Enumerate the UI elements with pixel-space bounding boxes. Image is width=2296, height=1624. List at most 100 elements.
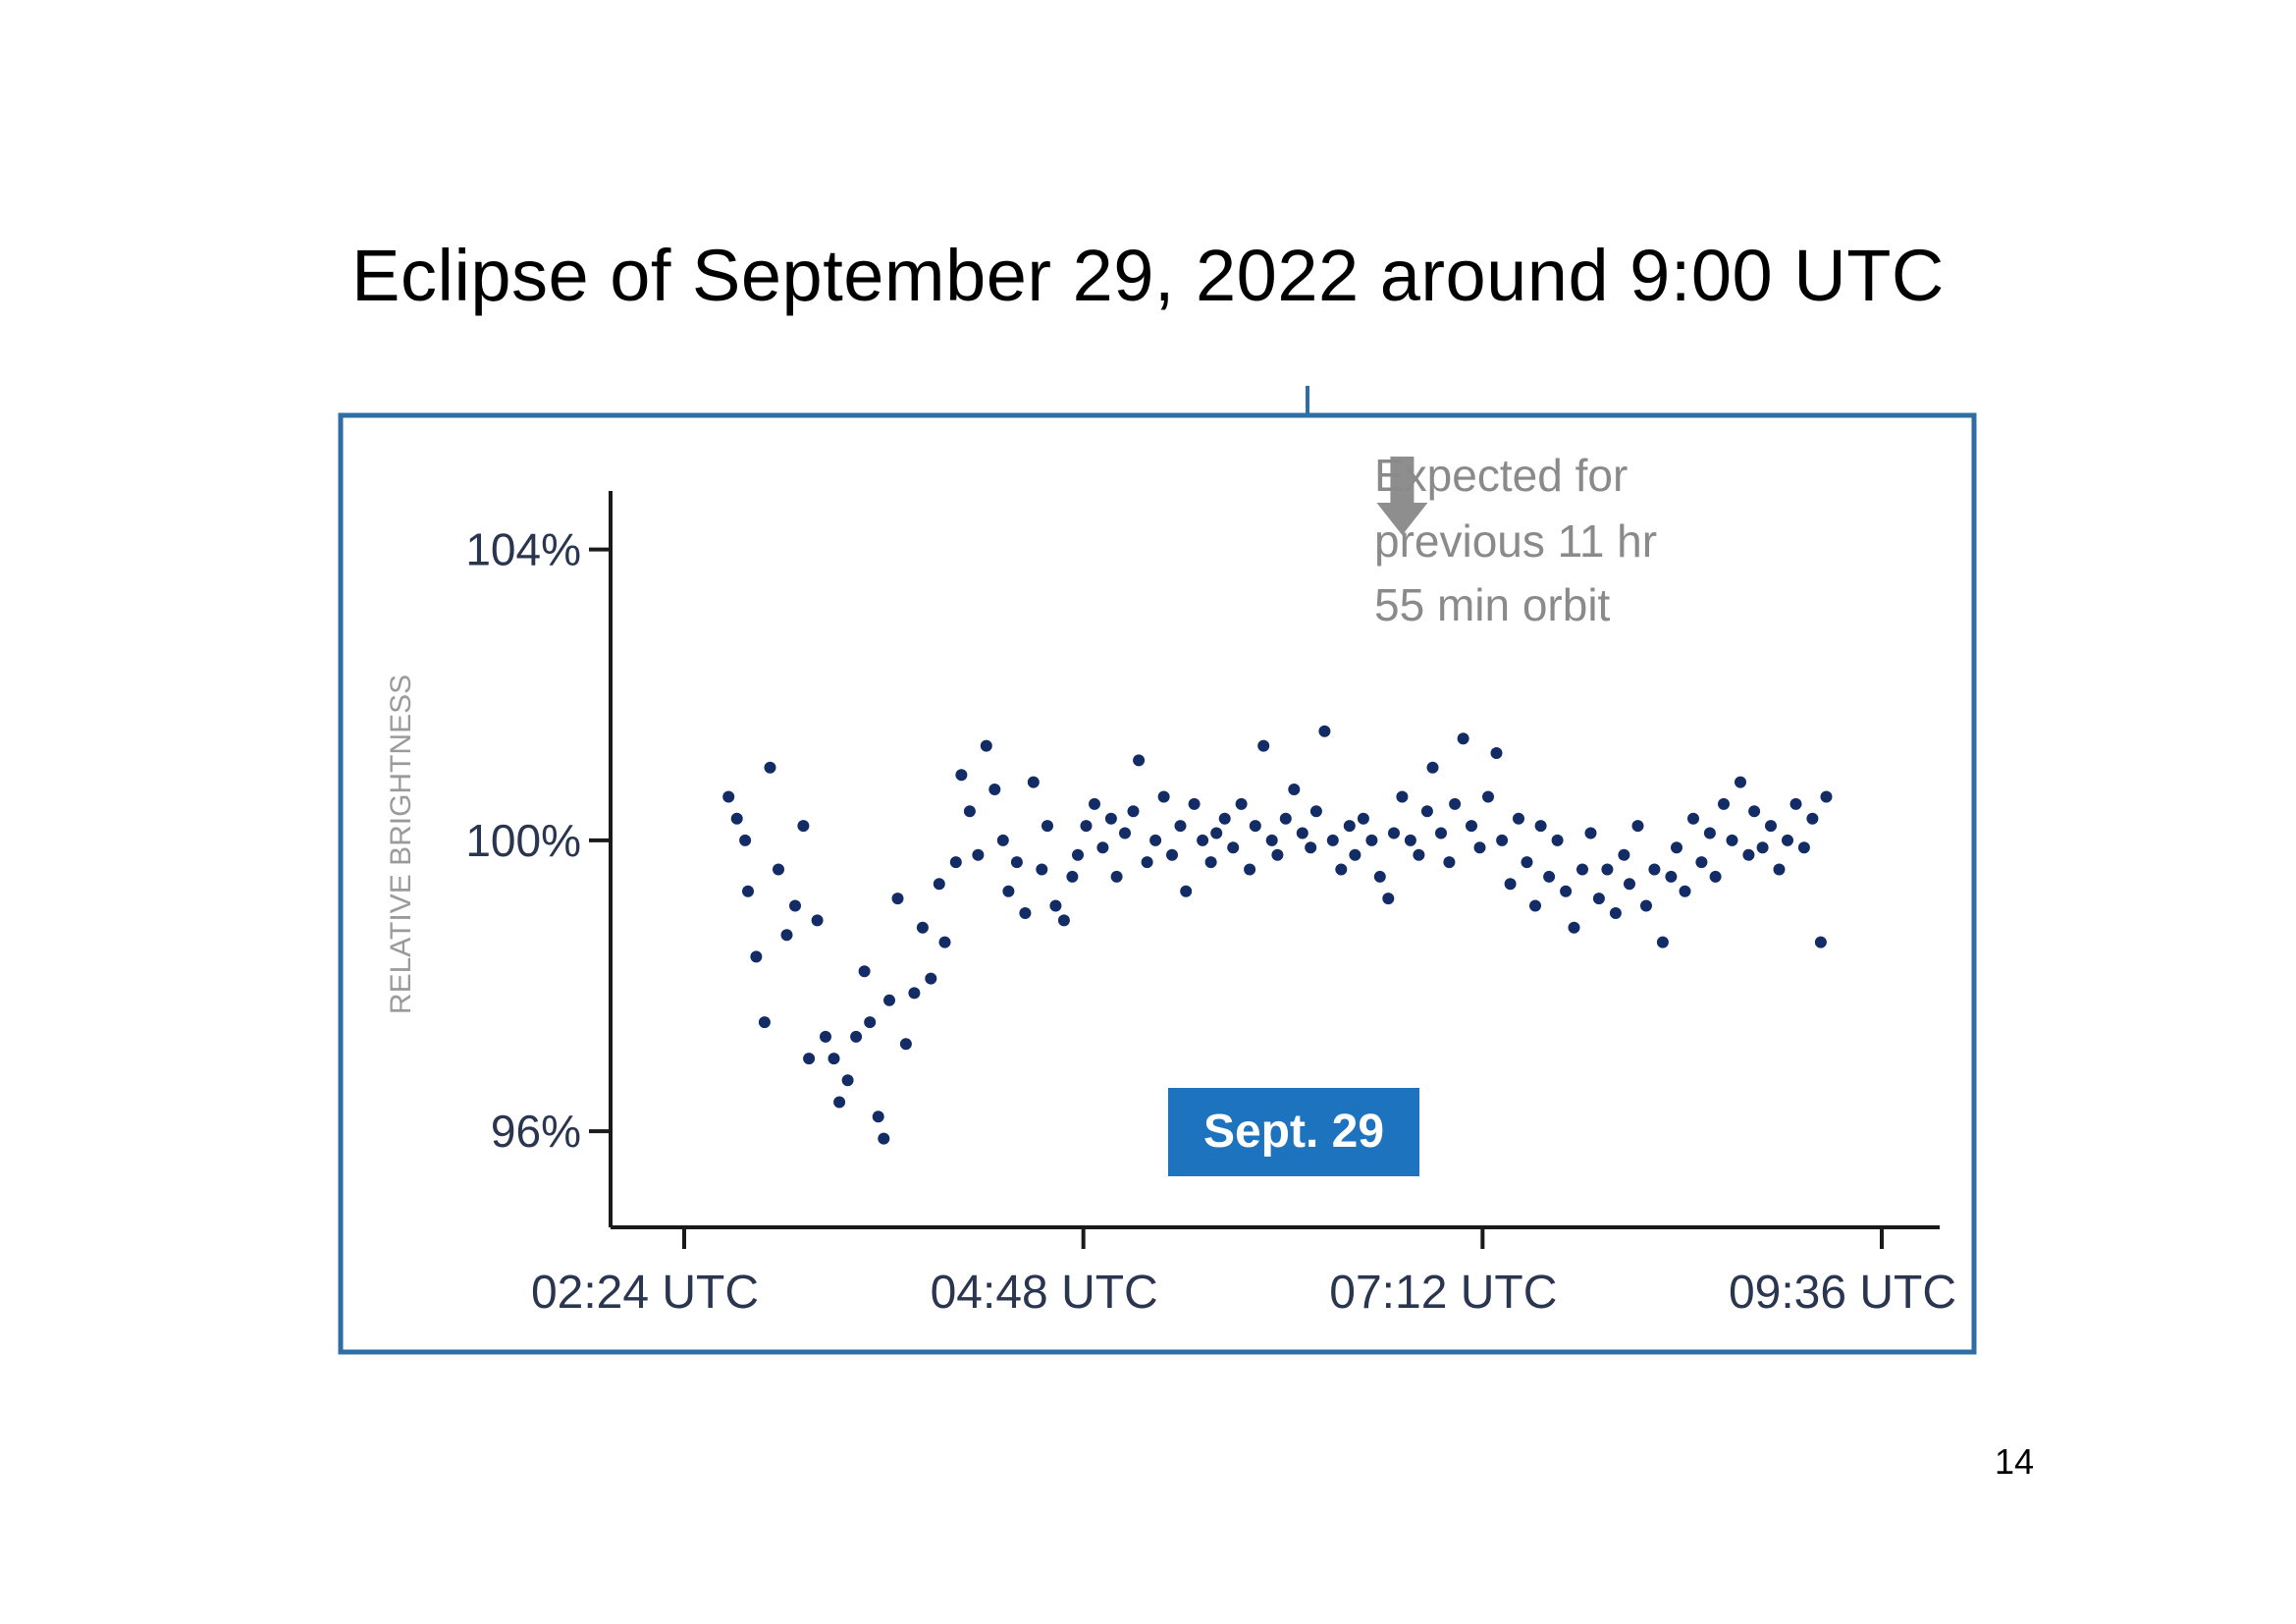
data-point — [972, 848, 985, 861]
data-point — [833, 1096, 846, 1109]
data-point — [1756, 841, 1769, 854]
data-point — [1449, 797, 1462, 810]
data-point — [1388, 827, 1400, 839]
data-point — [1141, 856, 1153, 869]
data-point — [750, 950, 763, 963]
data-point — [1640, 899, 1652, 912]
data-point — [730, 812, 743, 825]
data-point — [1466, 820, 1477, 833]
y-axis-title: RELATIVE BRIGHTNESS — [385, 675, 417, 1014]
data-point — [1166, 848, 1178, 861]
data-point — [1149, 834, 1162, 846]
data-point — [1041, 820, 1053, 833]
data-point — [1806, 812, 1819, 825]
data-point — [1227, 841, 1240, 854]
data-point — [1365, 834, 1378, 846]
data-point — [1765, 820, 1777, 833]
data-point — [1357, 812, 1369, 825]
data-point — [858, 965, 871, 978]
data-point — [1671, 841, 1682, 854]
data-point — [1089, 797, 1100, 810]
data-point — [1119, 827, 1131, 839]
data-point — [1820, 790, 1833, 803]
data-point — [1789, 797, 1802, 810]
y-axis-ticks: 96% 100% 104% — [465, 524, 611, 1157]
data-point — [1080, 820, 1093, 833]
data-point — [1382, 893, 1395, 905]
date-badge-label: Sept. 29 — [1203, 1106, 1384, 1158]
data-point — [1057, 914, 1070, 927]
data-point — [1592, 893, 1605, 905]
data-point — [811, 914, 824, 927]
data-point — [841, 1074, 854, 1087]
data-point — [1218, 812, 1231, 825]
page-number: 14 — [1994, 1441, 2034, 1482]
data-point — [1496, 834, 1509, 846]
expected-annotation: Expected for previous 11 hr 55 min orbit — [1374, 450, 1657, 630]
y-tick-label: 96% — [491, 1106, 581, 1157]
data-point — [1279, 812, 1292, 825]
data-point — [1296, 827, 1308, 839]
data-point — [1174, 820, 1187, 833]
data-point — [949, 856, 962, 869]
data-point — [1709, 870, 1722, 883]
date-badge: Sept. 29 — [1168, 1088, 1419, 1176]
data-point — [1601, 863, 1614, 876]
data-point — [1010, 856, 1023, 869]
data-point — [850, 1030, 863, 1043]
data-point — [1066, 870, 1079, 883]
data-point — [996, 834, 1009, 846]
data-point — [908, 987, 921, 1000]
data-point — [1748, 805, 1761, 818]
data-point — [1036, 863, 1048, 876]
data-point — [1110, 870, 1123, 883]
data-point — [1521, 856, 1533, 869]
data-point — [1534, 820, 1547, 833]
data-point — [1797, 841, 1810, 854]
data-point — [722, 790, 735, 803]
data-point — [1188, 797, 1201, 810]
data-point — [758, 1016, 771, 1029]
data-point — [1584, 827, 1597, 839]
data-point — [1504, 878, 1517, 891]
data-point — [1656, 936, 1669, 948]
data-point — [1420, 805, 1433, 818]
data-point — [925, 972, 937, 985]
data-point — [1127, 805, 1140, 818]
data-point — [1443, 856, 1456, 869]
data-point — [963, 805, 976, 818]
data-point — [1618, 848, 1630, 861]
data-point — [1318, 725, 1331, 737]
data-point — [1373, 870, 1386, 883]
data-point — [739, 834, 752, 846]
data-points — [722, 725, 1833, 1145]
x-tick-label: 02:24 UTC — [531, 1267, 759, 1319]
data-point — [1072, 848, 1084, 861]
data-point — [1096, 841, 1109, 854]
data-point — [1490, 747, 1503, 759]
data-point — [1735, 776, 1746, 788]
data-point — [764, 761, 776, 774]
data-point — [1695, 856, 1708, 869]
data-point — [1679, 885, 1691, 897]
date-badge-bg — [1168, 1088, 1419, 1176]
data-point — [1814, 936, 1827, 948]
data-point — [1426, 761, 1439, 774]
data-point — [980, 739, 992, 752]
data-point — [1265, 834, 1278, 846]
data-point — [1180, 885, 1193, 897]
data-point — [1133, 754, 1146, 767]
data-point — [1326, 834, 1339, 846]
x-tick-label: 09:36 UTC — [1729, 1267, 1956, 1319]
data-point — [1742, 848, 1755, 861]
data-point — [1551, 834, 1564, 846]
data-point — [938, 936, 951, 948]
data-point — [828, 1053, 840, 1065]
data-point — [1349, 848, 1362, 861]
data-point — [1404, 834, 1416, 846]
data-point — [1782, 834, 1793, 846]
data-point — [899, 1038, 912, 1051]
data-point — [1027, 776, 1040, 788]
data-point — [864, 1016, 877, 1029]
